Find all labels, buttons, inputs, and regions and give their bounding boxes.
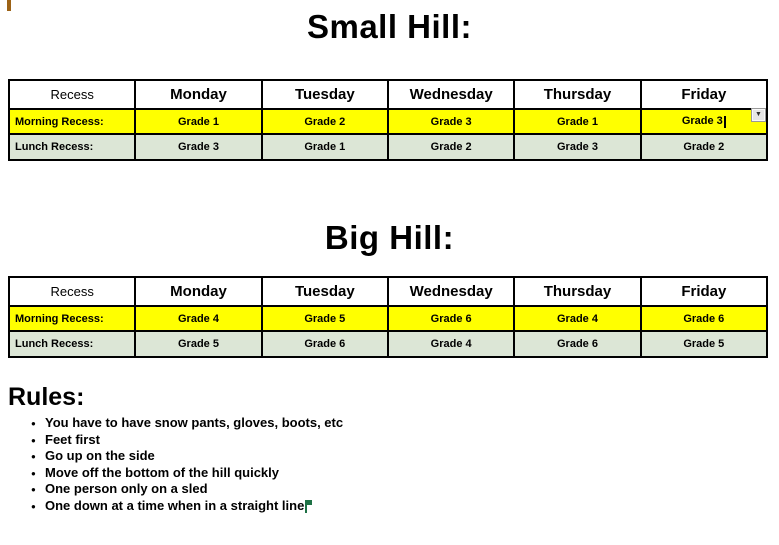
- cell-small-morning-wednesday[interactable]: Grade 3: [386, 108, 516, 135]
- header-cell-wednesday[interactable]: Wednesday: [386, 79, 516, 110]
- cell-big-morning-thursday[interactable]: Grade 4: [513, 305, 642, 332]
- header-cell-tuesday[interactable]: Tuesday: [260, 276, 389, 307]
- cell-text: Grade 3: [681, 115, 723, 128]
- cell-small-lunch-tuesday[interactable]: Grade 1: [260, 133, 389, 161]
- cell-small-morning-thursday[interactable]: Grade 1: [513, 108, 642, 135]
- header-cell-wednesday[interactable]: Wednesday: [386, 276, 516, 307]
- cell-big-morning-tuesday[interactable]: Grade 5: [260, 305, 389, 332]
- header-cell-monday[interactable]: Monday: [134, 79, 263, 110]
- rule-item: Go up on the side: [31, 448, 343, 465]
- rule-item: Feet first: [31, 432, 343, 449]
- morning-recess-row: Morning Recess: Grade 4 Grade 5 Grade 6 …: [7, 305, 769, 332]
- header-cell-recess[interactable]: Recess: [7, 276, 137, 307]
- cell-dropdown-button[interactable]: ▼: [751, 108, 766, 122]
- header-cell-friday[interactable]: Friday: [639, 276, 769, 307]
- rule-text: One down at a time when in a straight li…: [45, 497, 305, 513]
- rules-title: Rules:: [8, 383, 85, 411]
- header-cell-tuesday[interactable]: Tuesday: [260, 79, 389, 110]
- rule-item: Move off the bottom of the hill quickly: [31, 465, 343, 482]
- small-hill-title: Small Hill:: [306, 8, 473, 45]
- header-cell-monday[interactable]: Monday: [134, 276, 263, 307]
- cell-big-lunch-friday[interactable]: Grade 5: [639, 330, 769, 358]
- cell-small-lunch-friday[interactable]: Grade 2: [639, 133, 769, 161]
- row-label-morning[interactable]: Morning Recess:: [7, 305, 137, 332]
- morning-recess-row: Morning Recess: Grade 1 Grade 2 Grade 3 …: [7, 108, 769, 135]
- cell-big-morning-monday[interactable]: Grade 4: [134, 305, 263, 332]
- cell-small-lunch-thursday[interactable]: Grade 3: [513, 133, 642, 161]
- cell-small-lunch-monday[interactable]: Grade 3: [134, 133, 263, 161]
- cell-small-morning-tuesday[interactable]: Grade 2: [260, 108, 389, 135]
- cell-big-lunch-monday[interactable]: Grade 5: [134, 330, 263, 358]
- cell-small-lunch-wednesday[interactable]: Grade 2: [386, 133, 516, 161]
- cell-small-morning-friday[interactable]: Grade 3: [639, 108, 769, 135]
- cell-big-morning-wednesday[interactable]: Grade 6: [386, 305, 516, 332]
- cell-big-lunch-thursday[interactable]: Grade 6: [513, 330, 642, 358]
- big-hill-title: Big Hill:: [324, 219, 455, 256]
- cell-big-lunch-tuesday[interactable]: Grade 6: [260, 330, 389, 358]
- rules-list: You have to have snow pants, gloves, boo…: [31, 415, 343, 514]
- small-hill-schedule-table: Recess Monday Tuesday Wednesday Thursday…: [7, 79, 769, 161]
- header-cell-thursday[interactable]: Thursday: [513, 276, 642, 307]
- table-header-row: Recess Monday Tuesday Wednesday Thursday…: [7, 79, 769, 110]
- big-hill-schedule-table: Recess Monday Tuesday Wednesday Thursday…: [7, 276, 769, 358]
- lunch-recess-row: Lunch Recess: Grade 3 Grade 1 Grade 2 Gr…: [7, 133, 769, 161]
- cell-big-lunch-wednesday[interactable]: Grade 4: [386, 330, 516, 358]
- rule-item: You have to have snow pants, gloves, boo…: [31, 415, 343, 432]
- table-header-row: Recess Monday Tuesday Wednesday Thursday…: [7, 276, 769, 307]
- collaborator-cursor-orange: [7, 0, 11, 11]
- rule-item: One person only on a sled: [31, 481, 343, 498]
- cell-small-morning-monday[interactable]: Grade 1: [134, 108, 263, 135]
- chevron-down-icon: ▼: [755, 111, 762, 118]
- row-label-morning[interactable]: Morning Recess:: [7, 108, 137, 135]
- collaborator-cursor-green: [305, 499, 313, 513]
- header-cell-friday[interactable]: Friday: [639, 79, 769, 110]
- cell-big-morning-friday[interactable]: Grade 6: [639, 305, 769, 332]
- header-cell-recess[interactable]: Recess: [7, 79, 137, 110]
- text-cursor: [723, 115, 726, 128]
- rule-item: One down at a time when in a straight li…: [31, 497, 343, 514]
- row-label-lunch[interactable]: Lunch Recess:: [7, 133, 137, 161]
- row-label-lunch[interactable]: Lunch Recess:: [7, 330, 137, 358]
- header-cell-thursday[interactable]: Thursday: [513, 79, 642, 110]
- lunch-recess-row: Lunch Recess: Grade 5 Grade 6 Grade 4 Gr…: [7, 330, 769, 358]
